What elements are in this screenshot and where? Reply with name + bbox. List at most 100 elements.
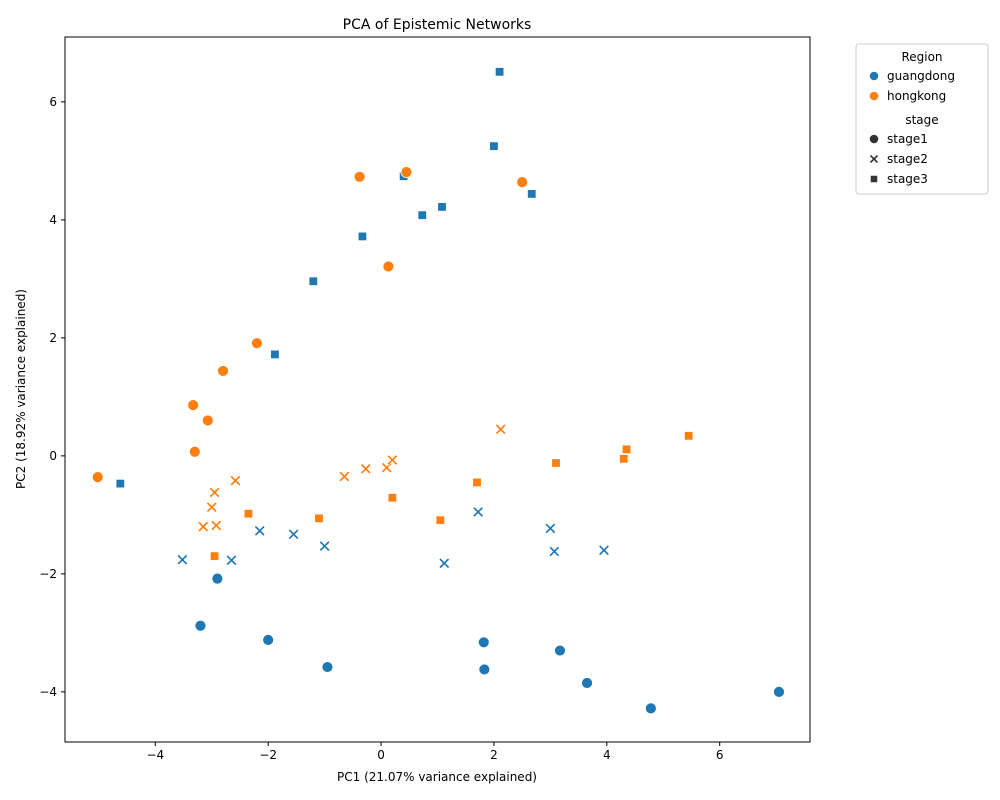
series-guangdong-stage3 — [115, 67, 537, 489]
data-point-hongkong-stage3 — [314, 513, 324, 524]
legend-marker-stage2 — [869, 154, 879, 164]
data-point-guangdong-stage3 — [494, 67, 505, 77]
data-point-hongkong-stage2 — [380, 461, 393, 474]
legend-label-stage3: stage3 — [887, 172, 928, 186]
data-point-guangdong-stage2 — [176, 553, 189, 566]
plot-frame — [64, 36, 811, 743]
data-point-hongkong-stage3 — [243, 508, 254, 519]
data-point-hongkong-stage2 — [206, 501, 218, 513]
data-point-guangdong-stage2 — [253, 525, 266, 537]
data-point-guangdong-stage3 — [527, 189, 537, 199]
data-point-hongkong-stage3 — [683, 431, 694, 441]
x-tick-label: 4 — [603, 748, 611, 762]
plot-marks — [91, 67, 785, 715]
x-tick-label: 0 — [377, 748, 385, 762]
y-tick-label: −4 — [39, 685, 57, 699]
data-point-hongkong-stage1 — [353, 170, 366, 183]
data-point-hongkong-stage2 — [494, 423, 507, 436]
legend-label-stage2: stage2 — [887, 152, 928, 166]
data-point-hongkong-stage2 — [386, 454, 399, 466]
legend-hue-title: Region — [901, 50, 942, 64]
data-point-hongkong-stage3 — [435, 515, 446, 525]
legend-marker-stage3 — [869, 174, 879, 184]
y-tick-label: 2 — [49, 331, 57, 345]
data-point-hongkong-stage1 — [217, 365, 229, 377]
data-point-hongkong-stage3 — [619, 454, 629, 464]
x-tick-label: −4 — [146, 748, 164, 762]
data-point-hongkong-stage3 — [472, 477, 482, 488]
data-point-guangdong-stage1 — [773, 685, 785, 698]
data-point-guangdong-stage2 — [598, 544, 610, 556]
x-axis-ticks: −4 −2 0 2 4 6 — [146, 742, 724, 762]
legend-box — [855, 43, 989, 195]
legend-marker-stage1 — [868, 133, 880, 145]
series-guangdong-stage1 — [194, 572, 785, 715]
x-tick-label: −2 — [259, 748, 277, 762]
legend-label-stage1: stage1 — [887, 132, 928, 146]
data-point-hongkong-stage2 — [229, 474, 242, 487]
x-tick-label: 2 — [490, 748, 498, 762]
data-point-guangdong-stage2 — [548, 545, 561, 558]
data-point-guangdong-stage3 — [437, 202, 447, 212]
data-point-hongkong-stage2 — [338, 470, 351, 483]
data-point-guangdong-stage3 — [308, 276, 319, 286]
data-point-guangdong-stage2 — [318, 540, 331, 552]
data-point-guangdong-stage2 — [287, 528, 300, 541]
data-point-guangdong-stage3 — [357, 231, 368, 242]
data-point-guangdong-stage3 — [270, 349, 280, 360]
data-point-hongkong-stage2 — [208, 486, 221, 499]
data-point-hongkong-stage2 — [197, 520, 210, 533]
series-guangdong-stage2 — [176, 506, 610, 569]
data-point-guangdong-stage1 — [211, 572, 224, 585]
legend-style-title: stage — [905, 113, 938, 127]
data-point-hongkong-stage1 — [516, 176, 529, 189]
data-point-hongkong-stage1 — [382, 260, 395, 273]
data-point-hongkong-stage1 — [187, 399, 200, 412]
y-axis-ticks: −4 −2 0 2 4 6 — [39, 95, 65, 699]
legend-swatch-guangdong — [868, 70, 880, 82]
data-point-guangdong-stage3 — [489, 141, 499, 151]
legend-hue-entries: guangdong hongkong — [868, 69, 955, 103]
y-tick-label: −2 — [39, 567, 57, 581]
data-point-hongkong-stage3 — [621, 444, 632, 455]
data-point-hongkong-stage1 — [250, 337, 263, 350]
x-axis-label: PC1 (21.07% variance explained) — [337, 770, 537, 784]
data-point-guangdong-stage3 — [417, 210, 427, 220]
legend-label-hongkong: hongkong — [887, 89, 946, 103]
y-axis-label: PC2 (18.92% variance explained) — [14, 289, 28, 489]
series-hongkong-stage3 — [209, 431, 694, 561]
chart-title: PCA of Epistemic Networks — [343, 17, 532, 33]
data-point-hongkong-stage1 — [201, 414, 214, 427]
legend-label-guangdong: guangdong — [887, 69, 955, 83]
data-point-guangdong-stage2 — [438, 557, 450, 569]
data-point-guangdong-stage2 — [225, 554, 238, 567]
data-point-guangdong-stage1 — [478, 663, 491, 676]
y-tick-label: 4 — [49, 213, 57, 227]
data-point-hongkong-stage2 — [360, 463, 372, 475]
data-point-guangdong-stage2 — [472, 506, 484, 518]
data-point-guangdong-stage2 — [544, 522, 557, 535]
legend-swatch-hongkong — [868, 90, 880, 102]
data-point-hongkong-stage1 — [91, 471, 104, 484]
legend-style-entries: stage1 stage2 stage3 — [868, 132, 928, 186]
data-point-guangdong-stage1 — [262, 634, 275, 646]
data-point-hongkong-stage1 — [400, 166, 413, 179]
series-hongkong-stage1 — [91, 166, 529, 484]
data-point-hongkong-stage3 — [209, 551, 220, 561]
series-hongkong-stage2 — [197, 423, 507, 533]
data-point-guangdong-stage1 — [581, 677, 593, 689]
data-point-hongkong-stage3 — [551, 458, 561, 468]
data-point-guangdong-stage1 — [554, 644, 566, 657]
data-point-guangdong-stage1 — [644, 702, 657, 715]
y-tick-label: 0 — [49, 449, 57, 463]
data-point-guangdong-stage1 — [194, 619, 207, 632]
data-point-hongkong-stage1 — [188, 445, 201, 458]
x-tick-label: 6 — [716, 748, 724, 762]
data-point-guangdong-stage1 — [477, 636, 490, 649]
y-tick-label: 6 — [49, 95, 57, 109]
data-point-hongkong-stage3 — [387, 493, 398, 503]
data-point-hongkong-stage2 — [210, 519, 222, 532]
data-point-guangdong-stage3 — [115, 478, 126, 489]
